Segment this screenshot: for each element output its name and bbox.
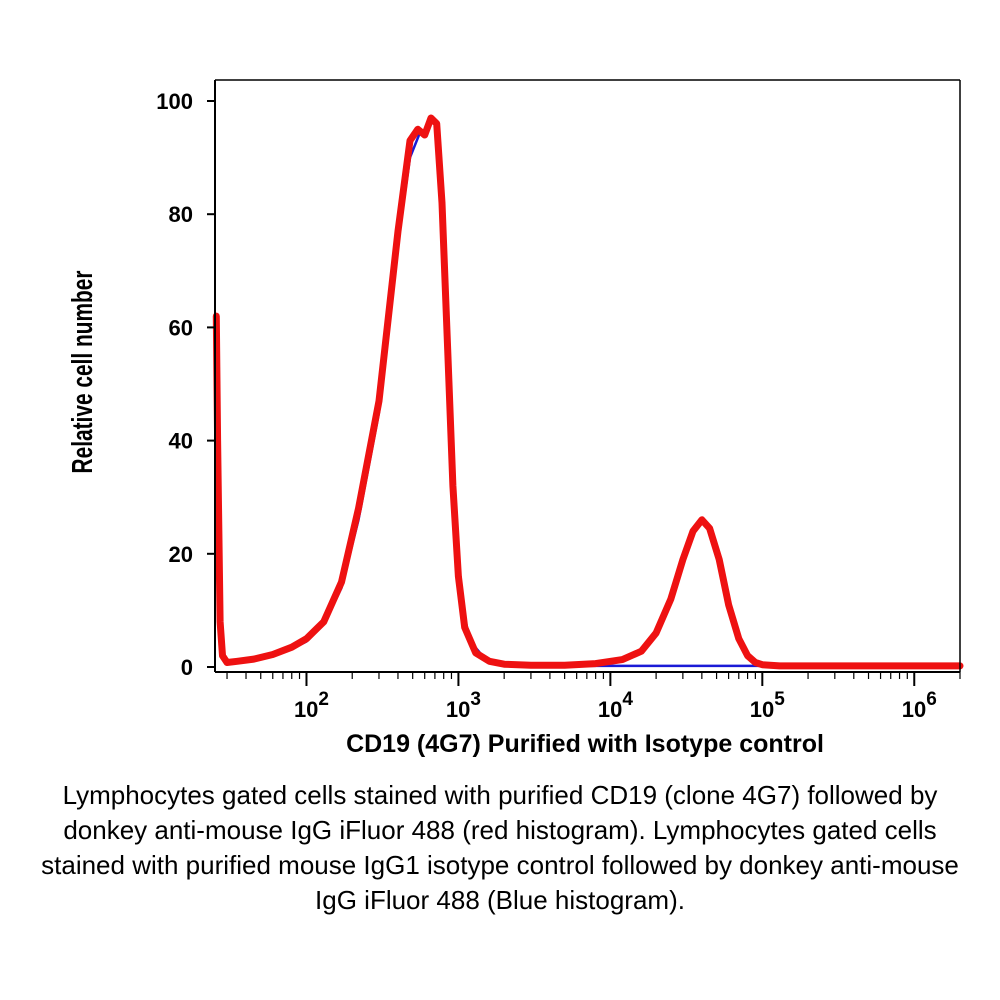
y-tick-label: 20 (169, 542, 193, 567)
axis-layer: 0 20 40 60 80 100 102 103 104 105 106 (156, 89, 961, 722)
x-tick-label: 102 (294, 689, 329, 722)
y-tick-label: 80 (169, 202, 193, 227)
y-tick-label: 100 (156, 89, 193, 114)
cd19-histogram-line (212, 114, 964, 670)
x-tick-label: 105 (750, 689, 785, 722)
y-axis-title: Relative cell number (67, 270, 99, 473)
x-tick-label: 103 (446, 689, 481, 722)
x-tick-label: 104 (598, 689, 633, 722)
isotype-histogram-line (216, 116, 962, 668)
y-tick-label: 0 (181, 655, 193, 680)
series-layer (212, 114, 964, 670)
x-axis-title: CD19 (4G7) Purified with Isotype control (346, 730, 824, 758)
x-tick-label: 106 (902, 689, 937, 722)
y-tick-label: 60 (169, 315, 193, 340)
figure-caption: Lymphocytes gated cells stained with pur… (41, 780, 959, 915)
histogram-chart: 0 20 40 60 80 100 102 103 104 105 106 CD19 (4G7) P… (67, 79, 964, 758)
y-tick-label: 40 (169, 429, 193, 454)
